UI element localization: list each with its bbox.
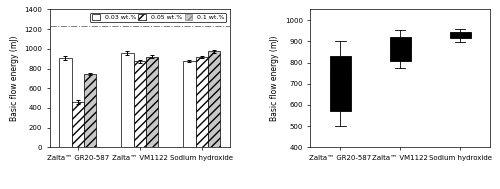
Bar	[208, 51, 220, 147]
Legend: 0.03 wt.%, 0.05 wt.%, 0.1 wt.%: 0.03 wt.%, 0.05 wt.%, 0.1 wt.%	[90, 13, 226, 22]
PathPatch shape	[450, 32, 470, 38]
Bar	[121, 53, 134, 147]
Y-axis label: Basic flow energy (mJ): Basic flow energy (mJ)	[10, 36, 19, 121]
Bar	[134, 61, 146, 147]
PathPatch shape	[330, 56, 351, 111]
Bar	[60, 58, 72, 147]
Bar	[84, 74, 96, 147]
Bar	[183, 61, 196, 147]
Bar	[196, 57, 208, 147]
PathPatch shape	[390, 37, 410, 61]
Y-axis label: Basic flow energy (mJ): Basic flow energy (mJ)	[270, 36, 279, 121]
Bar	[72, 102, 84, 147]
Bar	[146, 57, 158, 147]
